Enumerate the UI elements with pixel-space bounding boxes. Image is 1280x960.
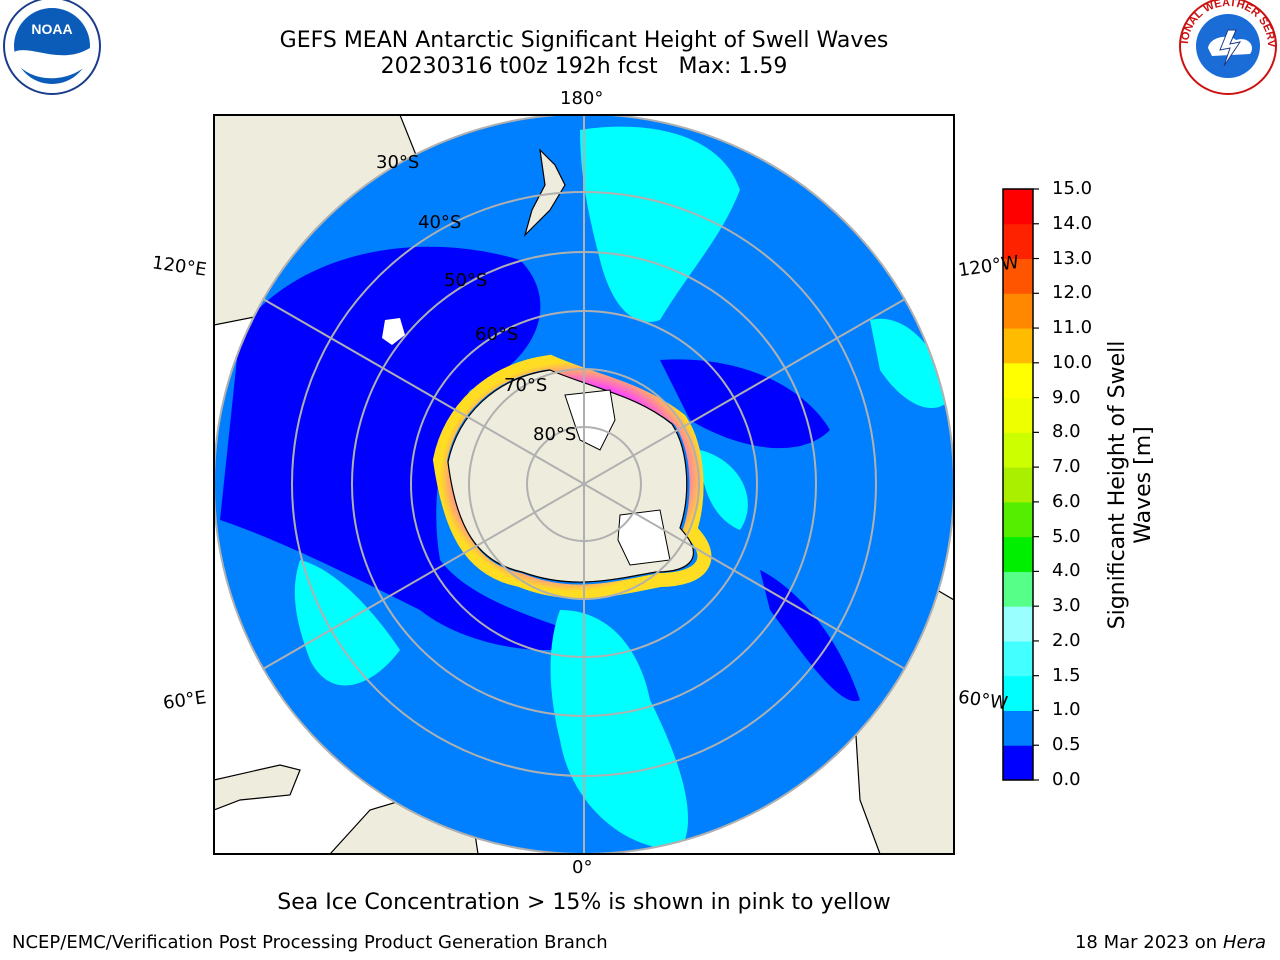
- colorbar-frame: [1002, 188, 1034, 781]
- colorbar-tick-label: 15.0: [1052, 178, 1093, 199]
- colorbar-swatch: [1003, 223, 1033, 260]
- plot-subtitle: 20230316 t00z 192h fcst Max: 1.59: [380, 54, 788, 79]
- colorbar-title: Significant Height of Swell Waves [m]: [1105, 341, 1157, 630]
- colorbar-swatch: [1003, 258, 1033, 294]
- footer-date-text: 18 Mar 2023 on: [1074, 932, 1218, 953]
- colorbar-swatch: [1003, 710, 1033, 746]
- noaa-logo: NOAA: [3, 0, 101, 95]
- colorbar-tick-label: 4.0: [1052, 560, 1081, 582]
- map-frame: [213, 114, 955, 855]
- lat-label-40s: 40°S: [418, 212, 462, 233]
- lat-label-30s: 30°S: [376, 152, 420, 173]
- colorbar: [1003, 188, 1039, 781]
- colorbar-tick-label: 10.0: [1052, 351, 1093, 373]
- colorbar-swatch: [1003, 571, 1033, 607]
- lat-label-80s: 80°S: [533, 424, 577, 445]
- sea-ice-note: Sea Ice Concentration > 15% is shown in …: [277, 890, 891, 915]
- colorbar-tick-label: 3.0: [1052, 595, 1081, 617]
- colorbar-swatch: [1003, 536, 1033, 572]
- colorbar-tick-label: 0.5: [1052, 734, 1081, 756]
- colorbar-title-line1: Significant Height of Swell: [1105, 340, 1130, 630]
- footer-date: 18 Mar 2023 on Hera: [1075, 932, 1266, 953]
- footer-branch: NCEP/EMC/Verification Post Processing Pr…: [12, 932, 608, 953]
- svg-text:NATIONAL WEATHER SERVICE: NATIONAL WEATHER SERVICE: [0, 0, 1277, 48]
- colorbar-tick-label: 11.0: [1052, 317, 1093, 339]
- lat-label-60s: 60°S: [475, 324, 519, 345]
- colorbar-swatch: [1003, 432, 1033, 468]
- lon-label-180: 180°: [560, 88, 604, 109]
- colorbar-tick-label: 7.0: [1052, 456, 1081, 478]
- colorbar-swatch: [1003, 745, 1033, 781]
- colorbar-tick-label: 1.5: [1052, 664, 1081, 686]
- colorbar-tick-label: 12.0: [1052, 282, 1093, 304]
- colorbar-tick-label: 8.0: [1052, 421, 1081, 443]
- colorbar-tick-label: 5.0: [1052, 525, 1081, 547]
- colorbar-tick-label: 13.0: [1052, 247, 1093, 269]
- colorbar-swatch: [1003, 362, 1033, 399]
- nws-logo: NATIONAL WEATHER SERVICE: [0, 0, 1277, 95]
- lat-label-50s: 50°S: [444, 270, 488, 291]
- lon-label-0: 0°: [572, 857, 593, 878]
- lat-label-70s: 70°S: [504, 375, 548, 396]
- plot-title: GEFS MEAN Antarctic Significant Height o…: [279, 28, 889, 53]
- footer-machine: Hera: [1222, 932, 1266, 953]
- noaa-logo-text: NOAA: [31, 21, 72, 37]
- colorbar-swatch: [1003, 328, 1033, 364]
- colorbar-tick-label: 0.0: [1052, 769, 1081, 790]
- colorbar-swatch: [1003, 397, 1033, 433]
- colorbar-swatch: [1003, 640, 1033, 677]
- colorbar-tick-label: 6.0: [1052, 490, 1081, 512]
- colorbar-tick-label: 1.0: [1052, 699, 1081, 721]
- colorbar-tick-label: 9.0: [1052, 386, 1081, 408]
- colorbar-swatch: [1003, 467, 1033, 503]
- colorbar-title-line2: Waves [m]: [1131, 426, 1156, 544]
- graticule: [214, 115, 954, 854]
- colorbar-swatch: [1003, 606, 1033, 642]
- colorbar-tick-label: 2.0: [1052, 629, 1081, 651]
- nws-logo-text: NATIONAL WEATHER SERVICE: [0, 0, 1277, 48]
- colorbar-swatch: [1003, 675, 1033, 711]
- colorbar-swatch: [1003, 293, 1033, 329]
- colorbar-swatch: [1003, 501, 1033, 538]
- colorbar-tick-label: 14.0: [1052, 212, 1093, 234]
- colorbar-swatch: [1003, 189, 1033, 225]
